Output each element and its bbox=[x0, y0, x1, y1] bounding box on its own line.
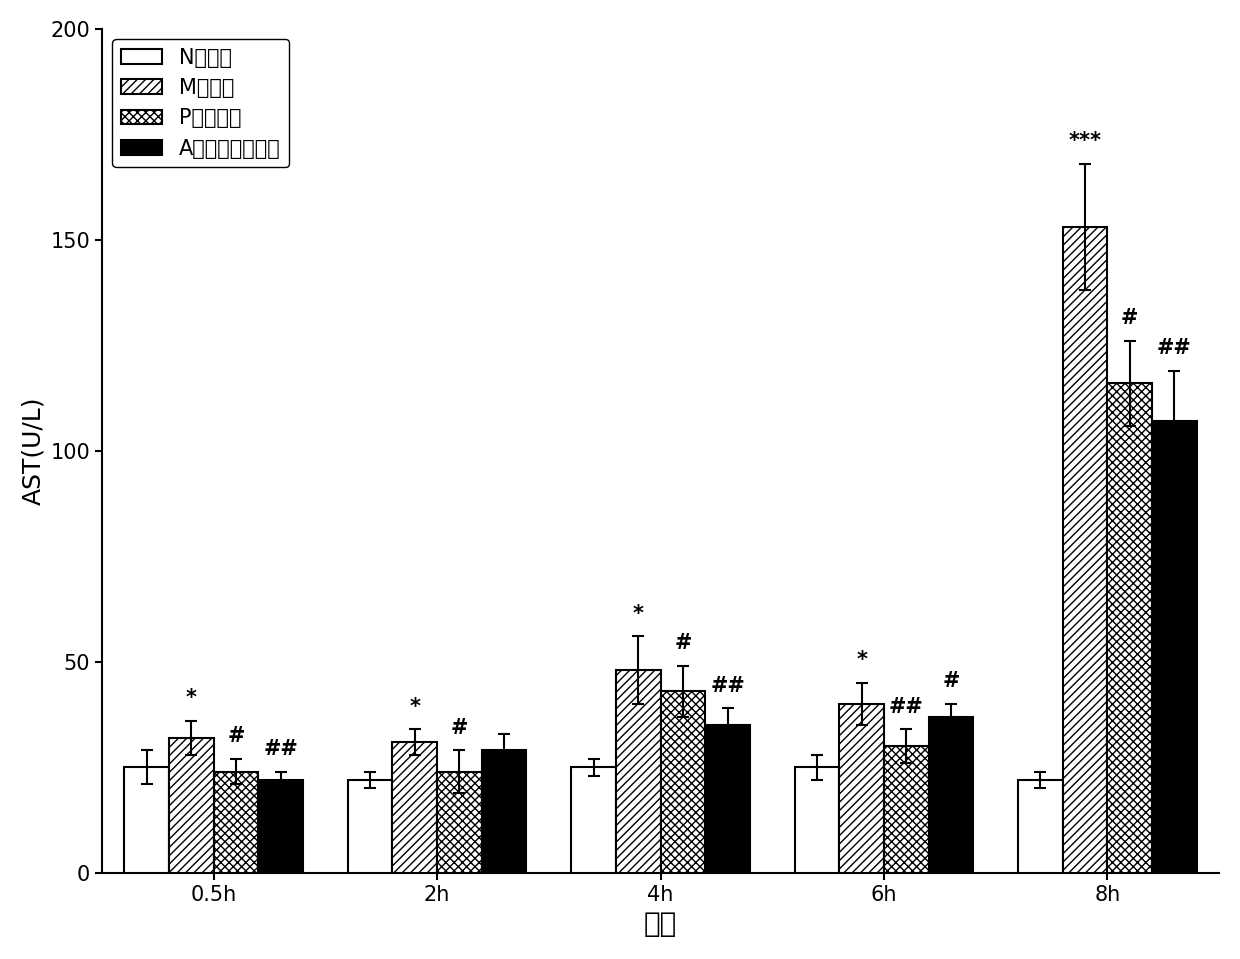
Bar bbox=[213, 772, 258, 873]
Text: ##: ## bbox=[263, 738, 298, 759]
Bar bbox=[347, 780, 392, 873]
Bar bbox=[392, 742, 438, 873]
Bar bbox=[1107, 384, 1152, 873]
Text: #: # bbox=[675, 633, 692, 653]
Bar bbox=[124, 767, 169, 873]
Text: #: # bbox=[451, 717, 469, 737]
Bar bbox=[169, 737, 213, 873]
Text: ##: ## bbox=[711, 675, 745, 695]
Bar bbox=[1152, 421, 1197, 873]
Text: *: * bbox=[856, 650, 867, 670]
Bar bbox=[572, 767, 616, 873]
Bar bbox=[438, 772, 482, 873]
Bar bbox=[661, 691, 706, 873]
Bar bbox=[482, 751, 527, 873]
Bar bbox=[706, 725, 750, 873]
Text: ##: ## bbox=[889, 696, 924, 716]
Text: #: # bbox=[227, 726, 244, 746]
X-axis label: 时间: 时间 bbox=[644, 910, 677, 938]
Text: #: # bbox=[942, 671, 960, 691]
Y-axis label: AST(U/L): AST(U/L) bbox=[21, 397, 45, 505]
Text: ##: ## bbox=[1157, 338, 1192, 358]
Text: *: * bbox=[632, 604, 644, 624]
Bar bbox=[839, 704, 884, 873]
Text: #: # bbox=[1121, 309, 1138, 328]
Bar bbox=[1018, 780, 1063, 873]
Text: *: * bbox=[409, 696, 420, 716]
Bar bbox=[258, 780, 303, 873]
Text: *: * bbox=[186, 689, 197, 709]
Text: ***: *** bbox=[1069, 131, 1101, 152]
Bar bbox=[795, 767, 839, 873]
Bar bbox=[884, 746, 929, 873]
Bar bbox=[1063, 227, 1107, 873]
Bar bbox=[929, 716, 973, 873]
Bar bbox=[616, 670, 661, 873]
Legend: N正常组, M模型组, P阳性药组, A莒术油包合物组: N正常组, M模型组, P阳性药组, A莒术油包合物组 bbox=[113, 39, 289, 167]
